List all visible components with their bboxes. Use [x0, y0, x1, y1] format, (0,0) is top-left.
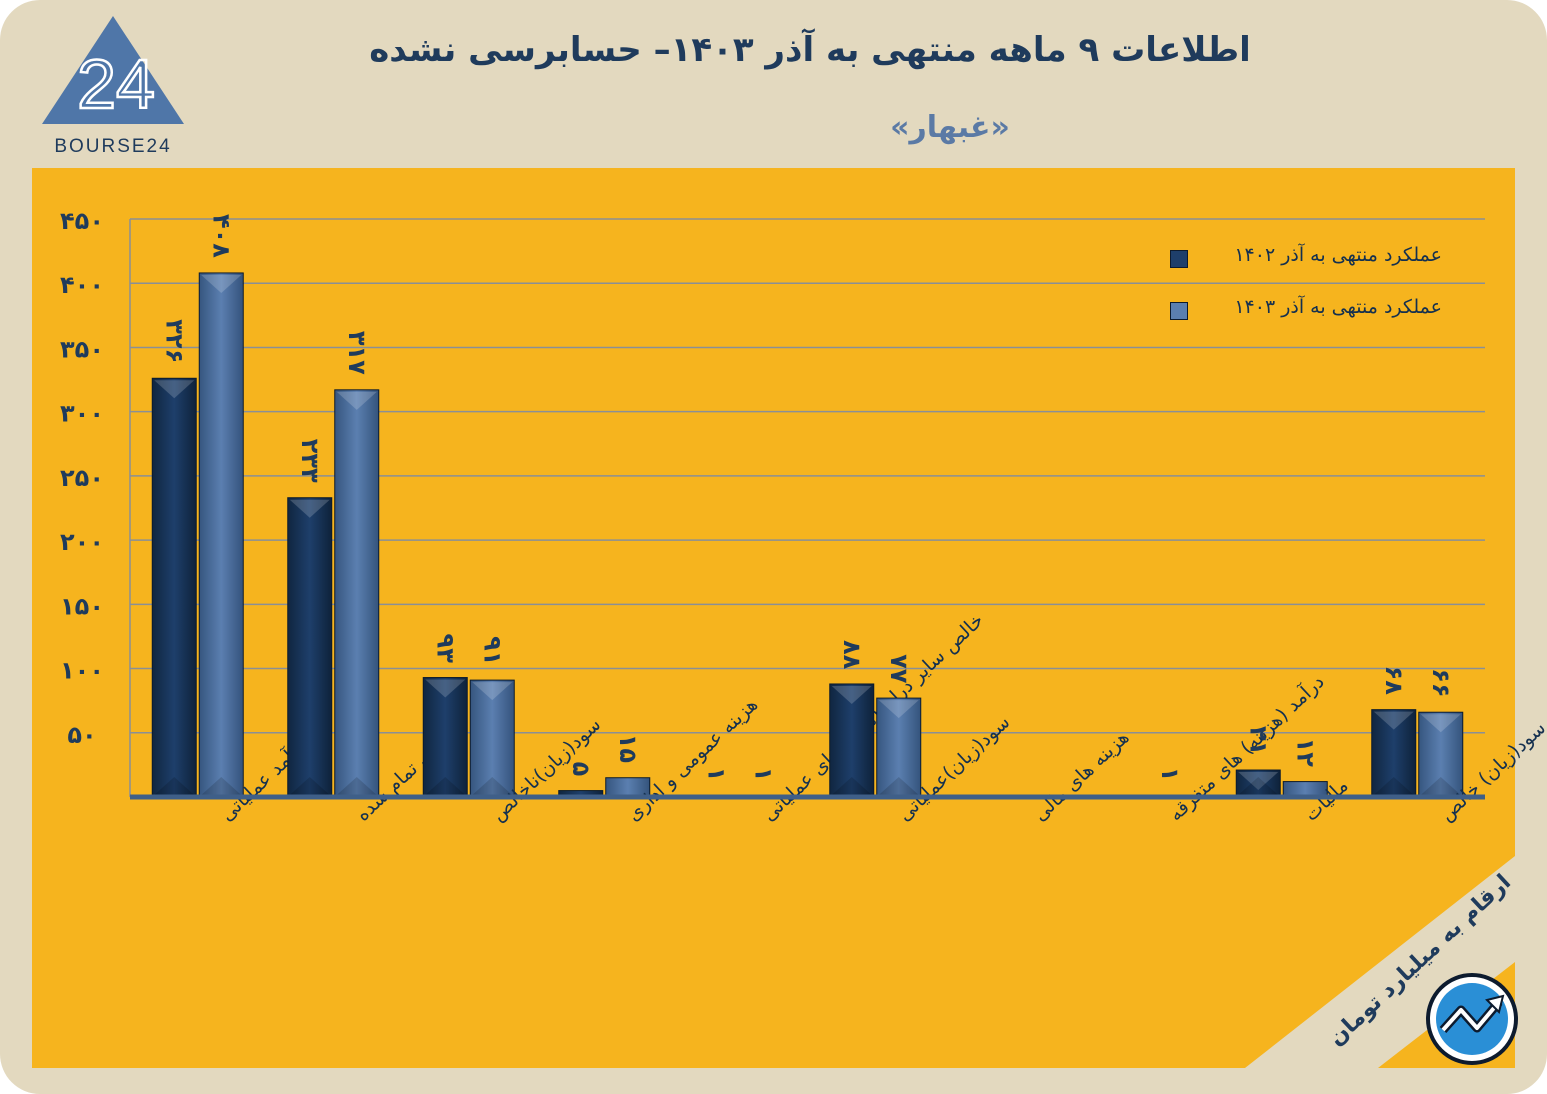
data-label: ۲۱: [1244, 726, 1272, 755]
bourse24-logo: 24 BOURSE24: [42, 16, 184, 157]
bar-1403: [198, 272, 244, 798]
bar-bevel: [425, 777, 466, 795]
legend-swatch-1403: [1170, 302, 1188, 320]
bar-bevel: [201, 777, 242, 795]
bar-1403: [876, 697, 922, 798]
data-label: ۳۲۶: [160, 319, 188, 363]
bar-bevel: [831, 777, 872, 795]
data-label: ۲۳۳: [296, 439, 324, 483]
legend-swatch-1402: [1170, 250, 1188, 268]
data-label: ۶۸: [1380, 666, 1408, 696]
bar-bevel: [1373, 711, 1414, 730]
bar-1402: [422, 677, 468, 798]
data-label: ۱۵: [614, 734, 642, 763]
data-label: ۷۷: [885, 654, 913, 684]
x-tick-label: هزینه های مالی: [1029, 726, 1133, 825]
bar-bevel: [425, 679, 466, 698]
data-label: ۱: [702, 767, 730, 782]
bar-1403: [1418, 711, 1464, 798]
bar-bevel: [878, 700, 919, 719]
y-tick-label: ۴۰۰: [60, 271, 104, 299]
legend-label-1403: عملکرد منتهی به آذر ۱۴۰۳: [1234, 296, 1442, 318]
bar-bevel: [472, 777, 513, 795]
y-tick-label: ۳۰۰: [60, 400, 104, 428]
data-label: ۳۱۷: [343, 331, 371, 375]
bar-bevel: [201, 274, 242, 293]
bar-bevel: [289, 499, 330, 518]
bar-1402: [151, 377, 197, 798]
chart-legend: عملکرد منتهی به آذر ۱۴۰۲ عملکرد منتهی به…: [1170, 242, 1470, 346]
bar-bevel: [1420, 714, 1461, 733]
bar-bevel: [154, 380, 195, 399]
data-label: ۴۰۸: [207, 214, 235, 258]
bar-1402: [287, 497, 333, 798]
logo-number: 24: [77, 45, 155, 123]
trend-arrow-icon: [1426, 973, 1518, 1065]
x-tick-label: هزینه عمومی و اداری: [623, 693, 763, 825]
bar-1402: [1235, 769, 1281, 798]
data-label: ۱: [1156, 767, 1184, 782]
bar-bevel: [336, 391, 377, 410]
data-label: ۵: [567, 762, 595, 777]
data-label: ۸۸: [838, 640, 866, 670]
bar-bevel: [1420, 777, 1461, 795]
y-tick-label: ۲۵۰: [60, 464, 104, 492]
bar-bevel: [1238, 777, 1279, 795]
y-tick-label: ۴۵۰: [60, 207, 104, 235]
legend-item-1403: عملکرد منتهی به آذر ۱۴۰۳: [1170, 294, 1470, 320]
y-tick-label: ۱۵۰: [60, 592, 104, 620]
bar-1403: [334, 389, 380, 798]
bar-bevel: [289, 777, 330, 795]
bar-bevel: [154, 777, 195, 795]
y-tick-label: ۲۰۰: [60, 528, 104, 556]
logo-text: BOURSE24: [54, 136, 171, 157]
data-label: ۹۳: [431, 634, 459, 664]
y-tick-label: ۵۰: [67, 721, 96, 749]
bar-1402: [1371, 709, 1417, 798]
data-label: ۶۶: [1427, 668, 1455, 697]
y-tick-label: ۱۰۰: [60, 657, 104, 685]
y-tick-label: ۳۵۰: [60, 335, 104, 363]
bar-bevel: [1238, 772, 1279, 791]
page-title: اطلاعات ۹ ماهه منتهی به آذر ۱۴۰۳– حسابرس…: [369, 30, 1251, 70]
legend-label-1402: عملکرد منتهی به آذر ۱۴۰۲: [1234, 244, 1442, 266]
data-label: ۹۱: [478, 636, 506, 665]
bar-bevel: [831, 685, 872, 704]
data-label: ۱۲: [1291, 738, 1319, 768]
company-name: «غبهار»: [890, 110, 1010, 145]
bar-bevel: [878, 777, 919, 795]
data-label: ۱: [749, 767, 777, 782]
bar-bevel: [336, 777, 377, 795]
bar-bevel: [1373, 777, 1414, 795]
bar-bevel: [472, 682, 513, 701]
legend-item-1402: عملکرد منتهی به آذر ۱۴۰۲: [1170, 242, 1470, 268]
bar-1403: [469, 679, 515, 798]
bar-1402: [829, 683, 875, 798]
